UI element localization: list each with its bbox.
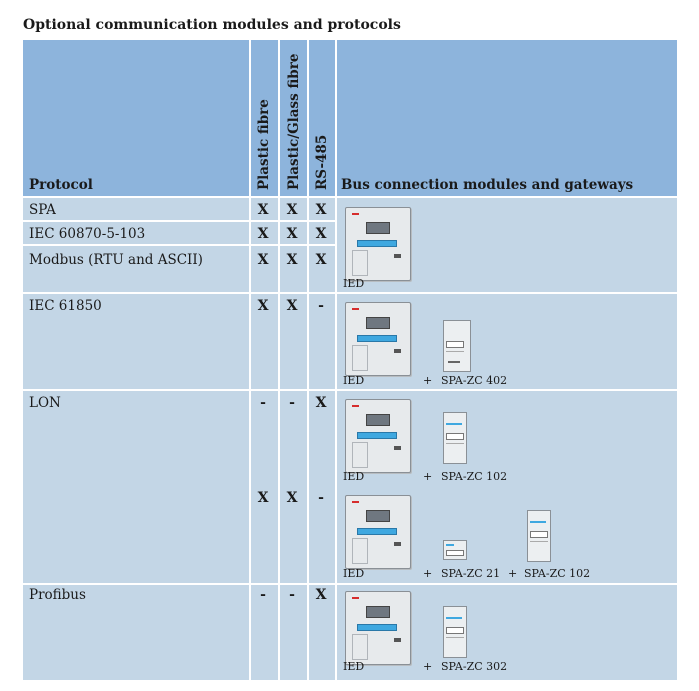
- ied-label: IED: [343, 277, 365, 290]
- mark-rs485: X: [315, 395, 327, 411]
- page-title: Optional communication modules and proto…: [23, 17, 401, 33]
- mark-plastic-glass-fibre: -: [289, 587, 295, 603]
- protocol-iec-60870-5-103: IEC 60870-5-103: [29, 226, 146, 242]
- mark-plastic-glass-fibre: -: [289, 395, 295, 411]
- mark-rs485: X: [315, 226, 327, 242]
- protocol-modbus: Modbus (RTU and ASCII): [29, 252, 203, 268]
- plus-sign: +: [423, 470, 433, 483]
- mark-plastic-glass-fibre: X: [286, 298, 298, 314]
- plus-sign: +: [423, 660, 433, 673]
- plus-sign: +: [423, 567, 433, 580]
- row-divider: [23, 583, 677, 585]
- column-divider: [335, 40, 337, 680]
- protocol-spa: SPA: [29, 202, 56, 218]
- mark-plastic-fibre: X: [257, 226, 269, 242]
- protocol-table: Protocol Plastic fibre Plastic/Glass fib…: [23, 40, 677, 680]
- mark-plastic-fibre: X: [257, 252, 269, 268]
- column-divider: [278, 40, 280, 680]
- header-rs485: RS-485: [314, 134, 330, 190]
- plus-sign: +: [423, 374, 433, 387]
- gateway-label: SPA-ZC 402: [441, 374, 508, 387]
- gateway-label: SPA-ZC 21: [441, 567, 501, 580]
- gateway-label: SPA-ZC 102: [441, 470, 508, 483]
- mark-plastic-fibre: X: [257, 298, 269, 314]
- header-plastic-fibre: Plastic fibre: [256, 99, 272, 190]
- ied-device-image: [345, 591, 411, 665]
- mark-plastic-fibre: X: [257, 202, 269, 218]
- ied-device-image: [345, 495, 411, 569]
- gateway-label: SPA-ZC 102: [524, 567, 591, 580]
- protocol-profibus: Profibus: [29, 587, 86, 603]
- mark-rs485: X: [315, 252, 327, 268]
- gateway-module-image: [443, 606, 467, 658]
- column-divider: [307, 40, 309, 680]
- row-divider: [23, 196, 677, 198]
- ied-device-image: [345, 302, 411, 376]
- mark-plastic-glass-fibre: X: [286, 252, 298, 268]
- gateway-module-image: [527, 510, 551, 562]
- gateway-module-image: [443, 540, 467, 560]
- mark-rs485: -: [318, 298, 324, 314]
- header-plastic-glass-fibre: Plastic/Glass fibre: [286, 53, 302, 190]
- column-divider: [249, 40, 251, 680]
- ied-label: IED: [343, 374, 365, 387]
- mark-plastic-glass-fibre: X: [286, 202, 298, 218]
- table-header: [23, 40, 677, 196]
- ied-label: IED: [343, 470, 365, 483]
- mark-plastic-fibre: -: [260, 395, 266, 411]
- row-divider: [23, 244, 335, 246]
- header-bus-modules: Bus connection modules and gateways: [341, 177, 634, 193]
- row-divider: [23, 389, 677, 391]
- protocol-lon: LON: [29, 395, 61, 411]
- mark-rs485: X: [315, 202, 327, 218]
- plus-sign: +: [508, 567, 518, 580]
- gateway-module-image: [443, 320, 471, 372]
- mark-rs485: X: [315, 587, 327, 603]
- ied-label: IED: [343, 567, 365, 580]
- row-divider: [23, 292, 677, 294]
- ied-label: IED: [343, 660, 365, 673]
- mark-rs485: -: [318, 490, 324, 506]
- mark-plastic-fibre: X: [257, 490, 269, 506]
- row-divider: [23, 220, 335, 222]
- mark-plastic-glass-fibre: X: [286, 490, 298, 506]
- gateway-label: SPA-ZC 302: [441, 660, 508, 673]
- ied-device-image: [345, 399, 411, 473]
- mark-plastic-glass-fibre: X: [286, 226, 298, 242]
- gateway-module-image: [443, 412, 467, 464]
- protocol-iec-61850: IEC 61850: [29, 298, 102, 314]
- mark-plastic-fibre: -: [260, 587, 266, 603]
- header-protocol: Protocol: [29, 177, 93, 193]
- ied-device-image: [345, 207, 411, 281]
